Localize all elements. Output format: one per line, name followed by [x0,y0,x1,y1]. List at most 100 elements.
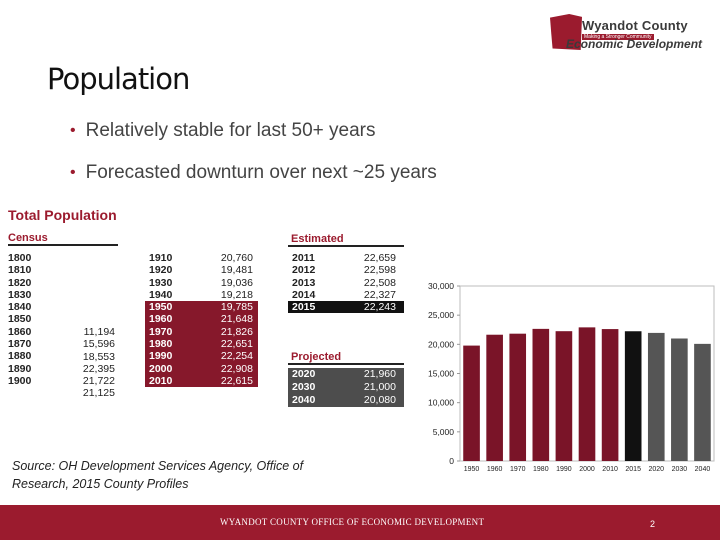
census-year: 1890 [8,362,32,375]
county-map-icon [550,14,582,50]
census-value: 11,194 [83,326,115,338]
slide-title: Population [47,62,190,96]
row-value: 21,000 [363,381,396,393]
table-row: 1980 22,651 [145,338,258,351]
y-tick-label: 30,000 [428,281,454,291]
bullet-item: • Forecasted downturn over next ~25 years [70,162,437,204]
census-early-years: 1800 1810 1820 1830 1840 1850 1860 1870 1880 1890… [8,252,31,387]
census-year: 1870 [8,338,32,351]
census-value: 21,722 [82,375,115,388]
bar [671,338,688,461]
census-year: 1830 [8,288,32,301]
row-year: 1960 [149,313,173,326]
page-number: 2 [650,519,656,529]
row-year: 2012 [292,264,316,277]
row-year: 1990 [149,350,173,363]
row-value: 21,648 [220,313,253,326]
row-year: 2030 [292,381,316,393]
row-value: 22,651 [220,338,253,351]
bullet-text: Forecasted downturn over next ~25 years [85,162,437,183]
y-tick-label: 0 [449,456,454,466]
row-value: 22,243 [363,301,396,314]
y-tick-label: 20,000 [428,339,454,349]
census-year: 1800 [8,252,32,264]
table-row: 1960 21,648 [145,313,258,326]
x-tick-label: 2000 [579,466,595,472]
census-year: 1900 [8,374,32,387]
x-tick-label: 2020 [648,466,664,472]
x-tick-label: 1990 [556,466,572,472]
table-row: 1910 20,760 [145,252,258,264]
projected-header: Projected [291,351,342,363]
table-row: 1990 22,254 [145,350,258,363]
table-row: 2020 21,960 [288,368,404,381]
bar [694,343,711,461]
row-value: 21,960 [363,368,396,380]
row-value: 21,826 [220,325,253,338]
table-row: 2000 22,908 [145,362,258,375]
census-late-table: 1910 20,760 1920 19,481 1930 19,036 1940 19,218… [145,252,258,388]
row-value: 22,659 [363,252,396,264]
row-value: 20,760 [220,252,253,264]
row-year: 1950 [149,301,173,314]
table-row: 2040 20,080 [288,394,404,407]
bar [578,327,596,461]
x-tick-label: 2030 [672,466,688,472]
bar [601,329,619,461]
census-value: 22,395 [82,362,115,375]
bullet-text: Relatively stable for last 50+ years [85,120,376,141]
logo-name: Wyandot County [582,18,688,33]
bar [509,333,527,461]
row-value: 22,908 [220,362,253,375]
row-year: 1980 [149,338,173,351]
row-year: 2015 [292,301,316,314]
population-bar-chart: 30,000 25,000 20,000 15,000 10,000 5,000 0 1950… [428,281,715,472]
bullet-icon: • [70,122,76,139]
census-divider [8,244,118,246]
row-year: 2000 [149,362,173,375]
x-tick-label: 1980 [533,466,549,472]
row-year: 2014 [292,288,316,301]
bullet-list: • Relatively stable for last 50+ years • F… [70,120,437,204]
table-row: 2014 22,327 [288,289,404,301]
census-value: 21,125 [82,387,115,400]
census-year: 1820 [8,276,32,289]
x-tick-label: 1960 [487,466,503,472]
census-year: 1810 [8,264,32,277]
table-row: 2010 22,615 [145,374,258,388]
logo-subtitle: Economic Development [566,37,703,51]
row-year: 2020 [292,368,316,380]
census-year: 1840 [8,301,32,314]
row-year: 1920 [149,264,173,277]
row-year: 2013 [292,276,316,289]
table-row: 1940 19,218 [145,289,258,301]
table-row: 1970 21,826 [145,325,258,339]
bullet-icon: • [70,164,76,181]
census-value: 15,596 [82,338,115,351]
bar [486,334,503,461]
row-year: 2011 [292,252,315,264]
y-tick-label: 15,000 [428,369,454,379]
table-row: 2013 22,508 [288,277,404,289]
row-value: 19,481 [220,264,253,277]
bar [624,331,642,461]
logo-tagline: Making a Stronger Community [582,34,654,40]
table-row: 1930 19,036 [145,277,258,289]
bar [532,328,550,461]
row-year: 2010 [149,374,173,387]
footer-bar: WYANDOT COUNTY OFFICE OF ECONOMIC DEVELO… [0,505,720,540]
census-year: 1850 [8,313,32,326]
census-header: Census [8,232,48,244]
row-value: 22,598 [363,264,396,277]
row-value: 22,254 [220,350,253,363]
y-tick-label: 10,000 [428,398,454,408]
bar [647,332,665,461]
table-row: 1920 19,481 [145,264,258,276]
census-value: 18,553 [82,350,115,363]
row-year: 1940 [149,288,173,301]
y-tick-label: 5,000 [433,427,455,437]
projected-table: 2020 21,960 2030 21,000 2040 20,080 [288,368,404,407]
row-value: 22,615 [220,374,253,387]
row-value: 22,508 [363,276,396,289]
bullet-item: • Relatively stable for last 50+ years [70,120,437,162]
